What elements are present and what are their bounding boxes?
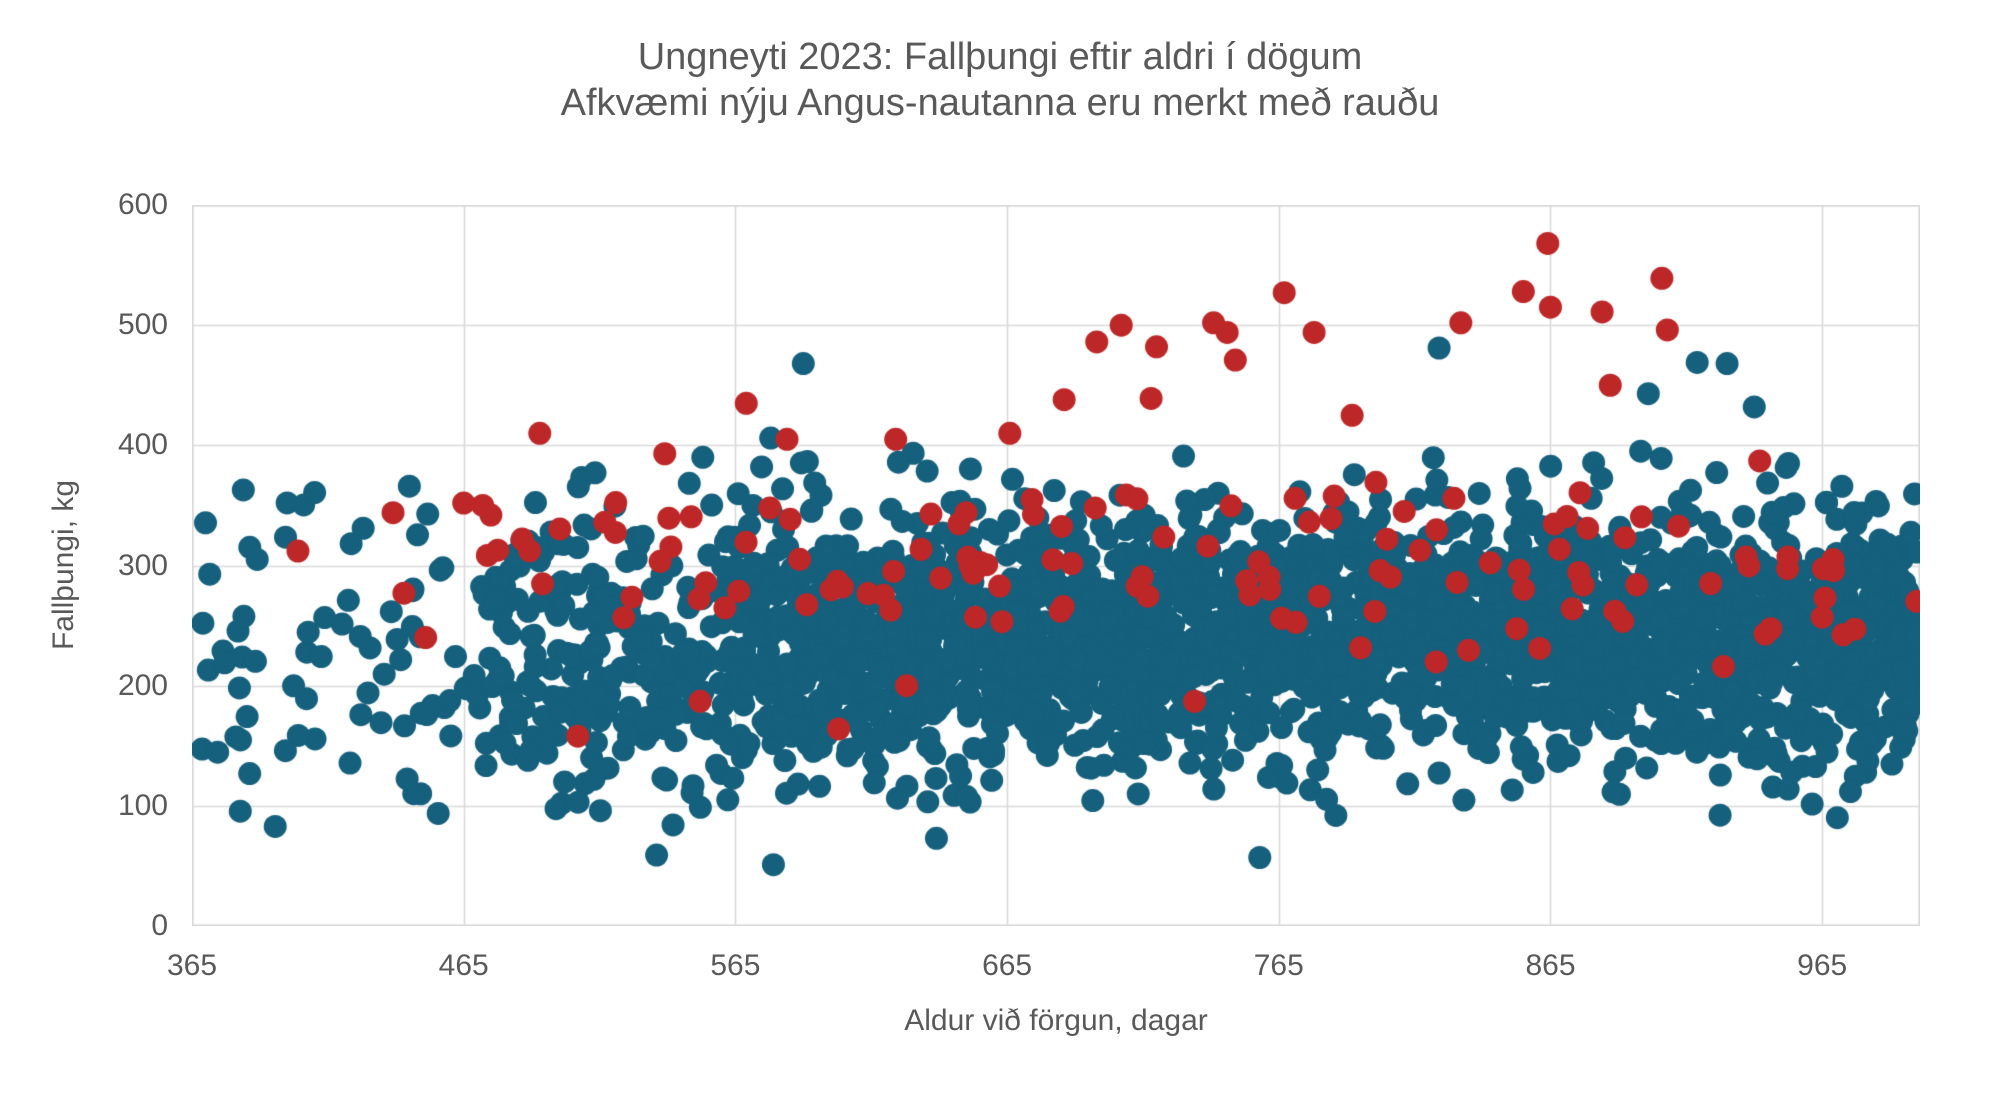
chart-title: Ungneyti 2023: Fallþungi eftir aldri í d… <box>637 36 1363 78</box>
x-tick-label: 665 <box>982 949 1033 982</box>
x-tick-label: 565 <box>710 949 761 982</box>
chart-subtitle: Afkvæmi nýju Angus-nautanna eru merkt me… <box>560 82 1440 124</box>
x-tick-label: 465 <box>438 949 489 982</box>
scatter-plot-canvas <box>192 205 1920 926</box>
y-tick-label: 400 <box>117 428 168 462</box>
x-tick-label: 365 <box>166 949 218 982</box>
y-tick-label: 200 <box>117 668 168 702</box>
y-tick-label: 600 <box>117 188 168 221</box>
y-tick-label: 500 <box>117 308 168 342</box>
x-axis-title: Aldur við förgun, dagar <box>904 1004 1208 1037</box>
x-tick-label: 765 <box>1253 949 1304 982</box>
y-tick-label: 100 <box>117 788 168 822</box>
x-tick-label: 865 <box>1525 949 1576 982</box>
x-tick-label: 965 <box>1797 949 1848 982</box>
y-tick-label: 0 <box>151 909 168 942</box>
y-tick-label: 300 <box>117 548 168 582</box>
